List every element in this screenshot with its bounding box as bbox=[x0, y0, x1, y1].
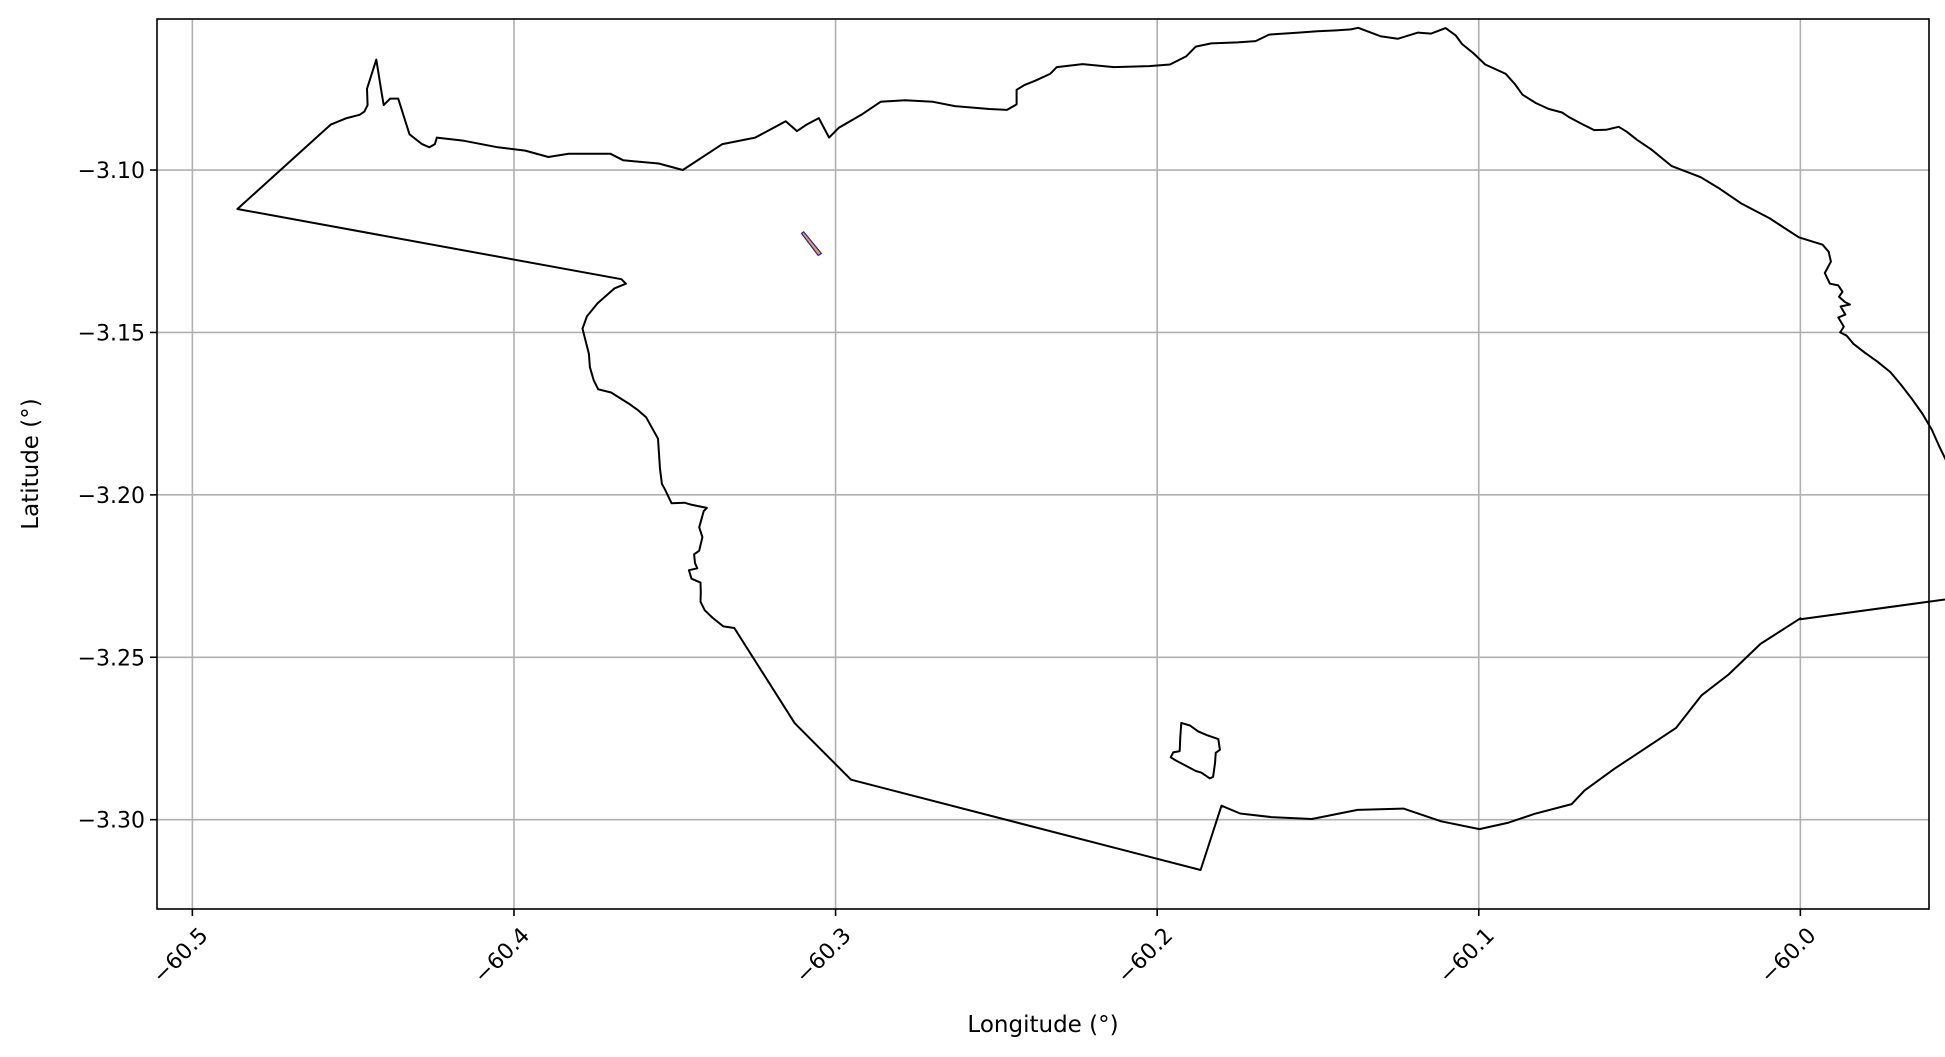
y-tick-label: −3.10 bbox=[78, 159, 145, 184]
map-data bbox=[236, 26, 1945, 871]
y-axis-label: Latitude (°) bbox=[18, 398, 44, 529]
boundary-outline bbox=[236, 26, 1945, 871]
x-axis-label: Longitude (°) bbox=[967, 1012, 1118, 1038]
x-tick-label: −60.1 bbox=[1434, 923, 1499, 988]
x-tick-label: −60.3 bbox=[791, 923, 856, 988]
plot-frame bbox=[156, 18, 1930, 910]
x-tick-label: −60.5 bbox=[148, 923, 213, 988]
axis-ticks: −60.5 −60.4 −60.3 −60.2 −60.1 −60.0 −3.10 −3.15… bbox=[78, 159, 1822, 989]
x-tick-label: −60.4 bbox=[470, 923, 535, 988]
y-tick-label: −3.15 bbox=[78, 321, 145, 346]
highlighted-parcel bbox=[800, 230, 823, 257]
y-tick-label: −3.20 bbox=[78, 484, 145, 509]
inner-island bbox=[1169, 721, 1221, 780]
x-tick-label: −60.2 bbox=[1113, 923, 1178, 988]
y-tick-label: −3.25 bbox=[78, 646, 145, 671]
x-tick-label: −60.0 bbox=[1756, 923, 1821, 988]
y-tick-label: −3.30 bbox=[78, 809, 145, 834]
grid-lines bbox=[157, 19, 1929, 909]
